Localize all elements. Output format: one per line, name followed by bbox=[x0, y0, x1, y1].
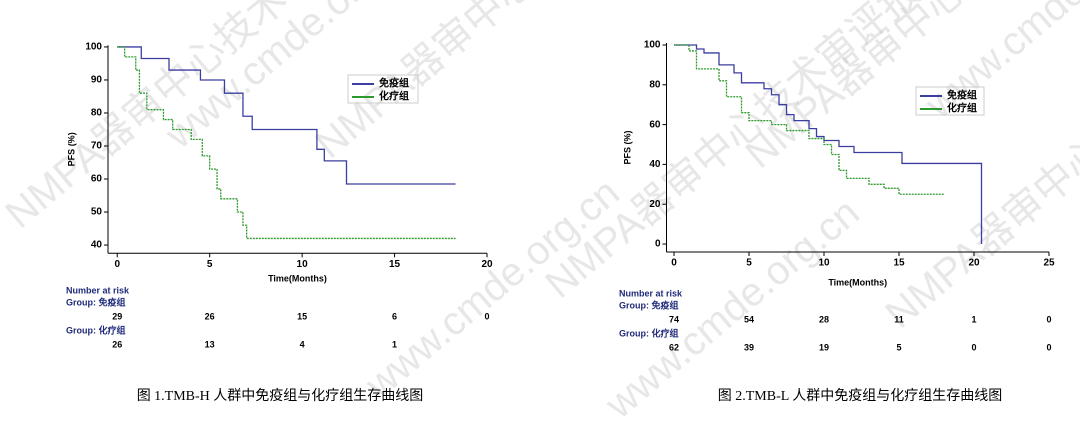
legend-box bbox=[347, 74, 419, 104]
y-tick-label: 50 bbox=[91, 207, 103, 218]
risk-count: 5 bbox=[896, 342, 901, 352]
legend-box bbox=[915, 86, 985, 116]
caption: 图 1.TMB-H 人群中免疫组与化疗组生存曲线图 bbox=[137, 388, 424, 404]
risk-header: Number at risk bbox=[66, 285, 130, 295]
x-axis-label: Time(Months) bbox=[828, 277, 887, 287]
legend-swatch bbox=[920, 108, 942, 110]
risk-count: 11 bbox=[894, 314, 904, 324]
risk-count: 28 bbox=[819, 314, 829, 324]
risk-group-label: Group: 化疗组 bbox=[66, 324, 126, 335]
y-tick-label: 70 bbox=[91, 141, 103, 152]
risk-count: 1 bbox=[392, 339, 397, 349]
y-tick-label: 40 bbox=[649, 159, 661, 170]
risk-count: 19 bbox=[819, 342, 829, 352]
risk-group-label: Group: 化疗组 bbox=[619, 327, 679, 338]
x-tick-label: 0 bbox=[671, 258, 677, 269]
risk-count: 0 bbox=[971, 342, 976, 352]
y-tick-label: 80 bbox=[649, 79, 661, 90]
risk-group-label: Group: 免疫组 bbox=[619, 299, 679, 310]
risk-count: 26 bbox=[112, 339, 122, 349]
x-tick-label: 0 bbox=[114, 259, 120, 270]
x-tick-label: 15 bbox=[389, 259, 401, 270]
legend-label: 免疫组 bbox=[947, 89, 977, 102]
risk-header: Number at risk bbox=[619, 288, 683, 298]
x-tick-label: 5 bbox=[207, 259, 213, 270]
risk-count: 0 bbox=[484, 311, 489, 321]
risk-count: 62 bbox=[669, 342, 679, 352]
x-tick-label: 25 bbox=[1043, 258, 1055, 269]
y-tick-label: 60 bbox=[91, 174, 103, 185]
legend-label: 免疫组 bbox=[379, 77, 409, 90]
risk-count: 13 bbox=[205, 339, 215, 349]
risk-count: 39 bbox=[744, 342, 754, 352]
y-tick-label: 100 bbox=[85, 42, 102, 53]
y-tick-label: 20 bbox=[649, 199, 661, 210]
legend-swatch bbox=[920, 95, 942, 97]
risk-count: 15 bbox=[297, 311, 307, 321]
survival-curve bbox=[117, 46, 456, 185]
risk-count: 54 bbox=[744, 314, 754, 324]
risk-count: 4 bbox=[300, 339, 305, 349]
legend-label: 化疗组 bbox=[947, 102, 977, 115]
risk-count: 6 bbox=[392, 311, 397, 321]
y-tick-label: 0 bbox=[655, 239, 661, 250]
x-tick-label: 10 bbox=[818, 258, 830, 269]
watermark: NMPA器审中心技术审评报告公开 bbox=[0, 0, 480, 237]
risk-count: 0 bbox=[1046, 314, 1051, 324]
legend-label: 化疗组 bbox=[379, 90, 409, 103]
y-tick-label: 90 bbox=[91, 75, 103, 86]
risk-count: 26 bbox=[205, 311, 215, 321]
legend-swatch bbox=[352, 96, 374, 98]
x-tick-label: 20 bbox=[968, 258, 980, 269]
survival-curve bbox=[117, 46, 456, 240]
survival-curve bbox=[674, 44, 983, 245]
risk-count: 0 bbox=[1046, 342, 1051, 352]
y-axis-label: PFS (%) bbox=[66, 132, 76, 166]
survival-curve bbox=[674, 44, 944, 195]
y-axis-label: PFS (%) bbox=[622, 130, 632, 164]
y-tick-label: 40 bbox=[91, 240, 103, 251]
y-tick-label: 100 bbox=[644, 40, 661, 51]
x-tick-label: 20 bbox=[481, 259, 493, 270]
risk-count: 29 bbox=[112, 311, 122, 321]
y-tick-label: 60 bbox=[649, 119, 661, 130]
risk-group-label: Group: 免疫组 bbox=[66, 296, 126, 307]
x-tick-label: 15 bbox=[893, 258, 905, 269]
x-tick-label: 5 bbox=[746, 258, 752, 269]
x-tick-label: 10 bbox=[297, 259, 309, 270]
y-tick-label: 80 bbox=[91, 108, 103, 119]
caption: 图 2.TMB-L 人群中免疫组与化疗组生存曲线图 bbox=[718, 388, 1003, 404]
risk-count: 1 bbox=[971, 314, 976, 324]
risk-count: 74 bbox=[669, 314, 679, 324]
x-axis-label: Time(Months) bbox=[268, 273, 327, 283]
legend-swatch bbox=[352, 83, 374, 85]
